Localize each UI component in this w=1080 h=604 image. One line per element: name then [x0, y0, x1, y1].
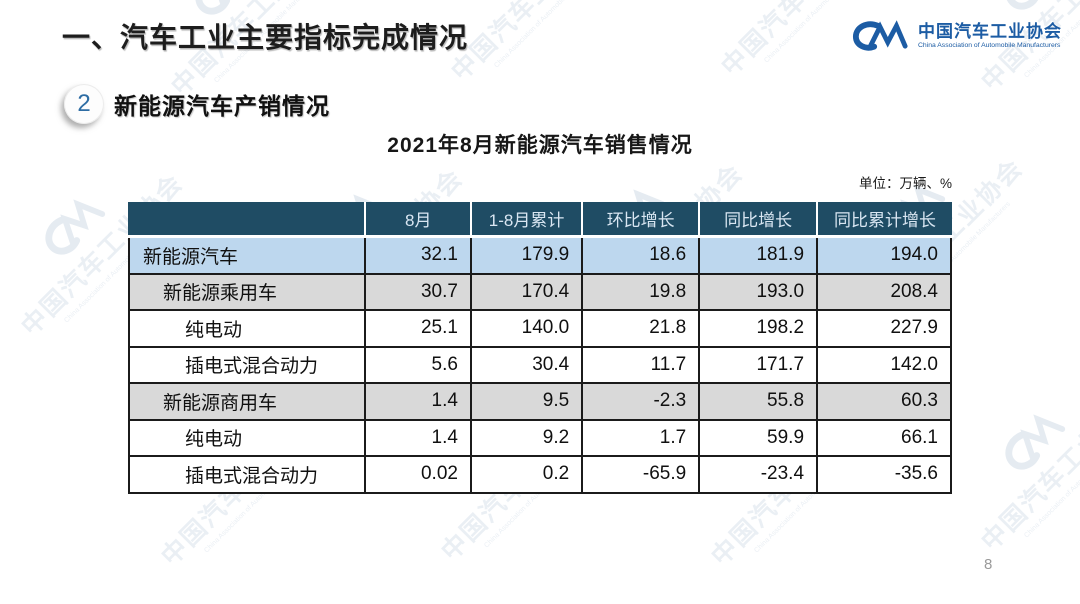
table-row: 插电式混合动力 5.6 30.4 11.7 171.7 142.0 — [128, 347, 952, 384]
table-cell: 66.1 — [816, 420, 952, 457]
col-header-yoy-cumulative-growth: 同比累计增长 — [816, 202, 952, 238]
col-header-yoy-growth: 同比增长 — [698, 202, 817, 238]
row-label: 新能源商用车 — [128, 384, 365, 421]
table-cell: 170.4 — [469, 274, 582, 311]
table-cell: 18.6 — [581, 238, 699, 275]
table-cell: 0.2 — [469, 457, 582, 494]
caam-logo-icon — [852, 20, 908, 51]
table-cell: 1.4 — [364, 384, 470, 421]
table-cell: 30.4 — [469, 347, 582, 384]
table-cell: -2.3 — [581, 384, 699, 421]
table-cell: 1.7 — [581, 420, 699, 457]
section-heading: 2 新能源汽车产销情况 — [64, 84, 330, 124]
row-label: 插电式混合动力 — [128, 347, 365, 384]
row-label: 纯电动 — [128, 311, 365, 348]
unit-note: 单位：万辆、% — [858, 176, 952, 191]
table-cell: 193.0 — [698, 274, 817, 311]
caam-logo: 中国汽车工业协会 China Association of Automobile… — [852, 16, 1062, 56]
table-cell: 179.9 — [469, 238, 582, 275]
logo-name-en: China Association of Automobile Manufact… — [918, 42, 1061, 49]
table-cell: 55.8 — [698, 384, 817, 421]
watermark-text-en: China Association of Automobile Manufact… — [1023, 431, 1080, 540]
col-header-mom-growth: 环比增长 — [581, 202, 699, 238]
table-row: 新能源乘用车 30.7 170.4 19.8 193.0 208.4 — [128, 274, 952, 311]
table-cell: 0.02 — [364, 457, 470, 494]
row-label: 新能源乘用车 — [128, 274, 365, 311]
table-title: 2021年8月新能源汽车销售情况 — [387, 134, 693, 157]
table-cell: 59.9 — [698, 420, 817, 457]
table-cell: 140.0 — [469, 311, 582, 348]
table-cell: 9.2 — [469, 420, 582, 457]
table-cell: 198.2 — [698, 311, 817, 348]
table-cell: 19.8 — [581, 274, 699, 311]
row-label: 插电式混合动力 — [128, 457, 365, 494]
table-cell: 227.9 — [816, 311, 952, 348]
table-cell: 171.7 — [698, 347, 817, 384]
table-cell: 5.6 — [364, 347, 470, 384]
row-label: 纯电动 — [128, 420, 365, 457]
table-cell: 25.1 — [364, 311, 470, 348]
caam-watermark-icon — [1005, 414, 1066, 470]
section-title: 新能源汽车产销情况 — [114, 93, 330, 119]
table-cell: 60.3 — [816, 384, 952, 421]
table-cell: -35.6 — [816, 457, 952, 494]
watermark-text-cn: 中国汽车工业协会 — [976, 383, 1080, 557]
table-row: 新能源商用车 1.4 9.5 -2.3 55.8 60.3 — [128, 384, 952, 421]
table-cell: 208.4 — [816, 274, 952, 311]
row-label: 新能源汽车 — [128, 238, 365, 275]
table-row: 插电式混合动力 0.02 0.2 -65.9 -23.4 -35.6 — [128, 457, 952, 494]
caam-logo-text: 中国汽车工业协会 China Association of Automobile… — [918, 22, 1062, 50]
col-header-august: 8月 — [364, 202, 470, 238]
table-header-row: 8月 1-8月累计 环比增长 同比增长 同比累计增长 — [128, 202, 952, 238]
watermark: 中国汽车工业协会 China Association of Automobile… — [935, 343, 1080, 573]
table-cell: 194.0 — [816, 238, 952, 275]
table-cell: -23.4 — [698, 457, 817, 494]
watermark-text-en: China Association of Automobile Manufact… — [493, 0, 602, 70]
table-cell: 32.1 — [364, 238, 470, 275]
table-row: 纯电动 25.1 140.0 21.8 198.2 227.9 — [128, 311, 952, 348]
table-cell: 21.8 — [581, 311, 699, 348]
table-cell: 30.7 — [364, 274, 470, 311]
logo-name-cn: 中国汽车工业协会 — [918, 22, 1062, 41]
table-cell: 1.4 — [364, 420, 470, 457]
page-number: 8 — [984, 556, 993, 573]
col-header-blank — [128, 202, 365, 238]
caam-watermark-icon — [735, 0, 811, 4]
caam-watermark-icon — [465, 0, 541, 9]
caam-watermark-icon — [45, 199, 106, 255]
table-cell: 11.7 — [581, 347, 699, 384]
table-row: 纯电动 1.4 9.2 1.7 59.9 66.1 — [128, 420, 952, 457]
table-row: 新能源汽车 32.1 179.9 18.6 181.9 194.0 — [128, 238, 952, 275]
table-cell: -65.9 — [581, 457, 699, 494]
nev-sales-table: 8月 1-8月累计 环比增长 同比增长 同比累计增长 新能源汽车 32.1 17… — [128, 202, 952, 494]
table-cell: 142.0 — [816, 347, 952, 384]
col-header-cumulative: 1-8月累计 — [469, 202, 582, 238]
table-cell: 9.5 — [469, 384, 582, 421]
table-cell: 181.9 — [698, 238, 817, 275]
section-number-badge: 2 — [64, 84, 104, 124]
page-title: 一、汽车工业主要指标完成情况 — [62, 22, 469, 53]
